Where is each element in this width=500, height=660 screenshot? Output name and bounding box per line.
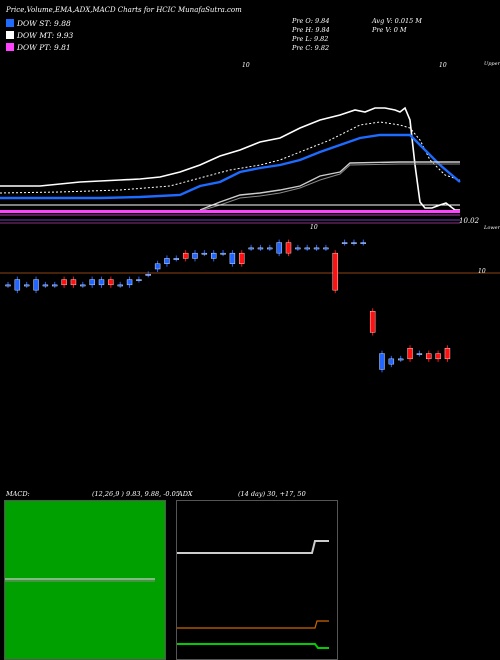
legend-swatch-st — [6, 19, 14, 27]
candle-body — [426, 353, 432, 360]
chart-title: Price,Volume,EMA,ADX,MACD Charts for HCI… — [6, 6, 242, 14]
candle-body — [108, 279, 114, 286]
macd-params: (12,26,9 ) 9.83, 9.88, -0.05 — [92, 490, 180, 498]
legend-label-pt: DOW PT: 9.81 — [17, 42, 71, 52]
tag-upper: Upper — [484, 61, 500, 67]
macd-chart — [5, 578, 155, 582]
candle-body — [229, 252, 236, 264]
candle-body — [117, 284, 123, 287]
ohlc-low: Pre L: 9.82 — [292, 35, 329, 43]
legend-label-st: DOW ST: 9.88 — [17, 18, 71, 28]
marker-10-c: 10 — [310, 224, 318, 231]
candle-body — [24, 284, 30, 287]
adx-panel — [176, 500, 338, 660]
candle-body — [210, 252, 217, 259]
candle-body — [360, 242, 366, 244]
candle-body — [80, 284, 86, 287]
legend-label-mt: DOW MT: 9.93 — [17, 30, 74, 40]
legend-swatch-pt — [6, 43, 14, 51]
ohlc-block: Pre O: 9.84 Pre H: 9.84 Pre L: 9.82 Pre … — [292, 17, 330, 53]
marker-10-b: 10 — [439, 62, 447, 69]
candle-body — [369, 311, 376, 333]
ohlc-open: Pre O: 9.84 — [292, 17, 330, 25]
candle-body — [192, 252, 198, 259]
candle-body — [61, 279, 67, 286]
candle-body — [398, 358, 404, 361]
price-chart — [0, 106, 500, 373]
candle-body — [173, 258, 180, 260]
legend-dow-mt: DOW MT: 9.93 — [6, 29, 73, 41]
candle-body — [295, 247, 301, 250]
marker-10-a: 10 — [242, 62, 250, 69]
candle-body — [14, 279, 21, 291]
ohlc-close: Pre C: 9.82 — [292, 44, 330, 52]
candle-body — [313, 247, 320, 250]
candle-body — [220, 252, 226, 255]
candle-body — [379, 353, 385, 370]
candle-body — [388, 358, 395, 365]
adx-line — [177, 540, 329, 554]
candle-body — [98, 279, 105, 286]
candle-body — [145, 274, 151, 276]
candle-body — [285, 242, 292, 254]
candle-body — [267, 247, 273, 250]
candle-body — [201, 252, 208, 255]
adx-plus-di-line — [177, 643, 329, 649]
candle-body — [435, 353, 441, 360]
adx-minus-di-line — [177, 620, 329, 629]
adx-label: ADX — [178, 490, 193, 498]
candle-body — [332, 252, 338, 291]
candle-body — [42, 284, 49, 287]
candle-body — [126, 279, 133, 286]
macd-panel — [4, 500, 166, 660]
legend-swatch-mt — [6, 31, 14, 39]
candle-body — [341, 242, 348, 244]
candle-body — [239, 252, 245, 264]
ema-gray-line-2 — [199, 163, 460, 212]
candle-body — [89, 279, 95, 286]
candle-body — [136, 279, 142, 281]
avg-volume: Avg V: 0.015 M — [372, 17, 422, 25]
tag-lower: Lower — [484, 225, 500, 231]
pre-volume: Pre V: 0 M — [372, 26, 407, 34]
ema-blue-line — [0, 133, 461, 200]
ema-dotted-line — [0, 121, 461, 194]
candle-body — [182, 252, 189, 259]
volume-block: Avg V: 0.015 M Pre V: 0 M — [372, 17, 422, 35]
candle-body — [164, 258, 170, 264]
adx-params: (14 day) 30, +17, 50 — [238, 490, 306, 498]
ohlc-high: Pre H: 9.84 — [292, 26, 330, 34]
candles-group — [5, 239, 451, 373]
legend-dow-st: DOW ST: 9.88 — [6, 17, 73, 29]
candle-body — [304, 247, 310, 250]
candle-body — [248, 247, 254, 250]
dow-pt-band — [0, 210, 460, 213]
marker-10-d: 10 — [478, 268, 486, 275]
candle-body — [444, 348, 451, 360]
candle-body — [5, 284, 11, 287]
candle-body — [407, 348, 413, 360]
candle-body — [323, 247, 329, 250]
ema-gray-line — [199, 161, 460, 211]
candle-body — [257, 247, 264, 250]
candle-body — [351, 242, 357, 244]
legend-dow-pt: DOW PT: 9.81 — [6, 41, 73, 53]
adx-chart — [177, 540, 329, 649]
candle-body — [33, 279, 39, 291]
ema-white-line — [0, 106, 460, 211]
candle-body — [276, 242, 282, 254]
candle-body — [70, 279, 77, 286]
candle-body — [154, 263, 161, 270]
macd-label: MACD: — [6, 490, 30, 498]
level-upper-label: 10.02 — [459, 217, 480, 225]
candle-body — [52, 284, 58, 287]
legend: DOW ST: 9.88 DOW MT: 9.93 DOW PT: 9.81 — [6, 17, 73, 53]
candle-body — [416, 353, 423, 355]
